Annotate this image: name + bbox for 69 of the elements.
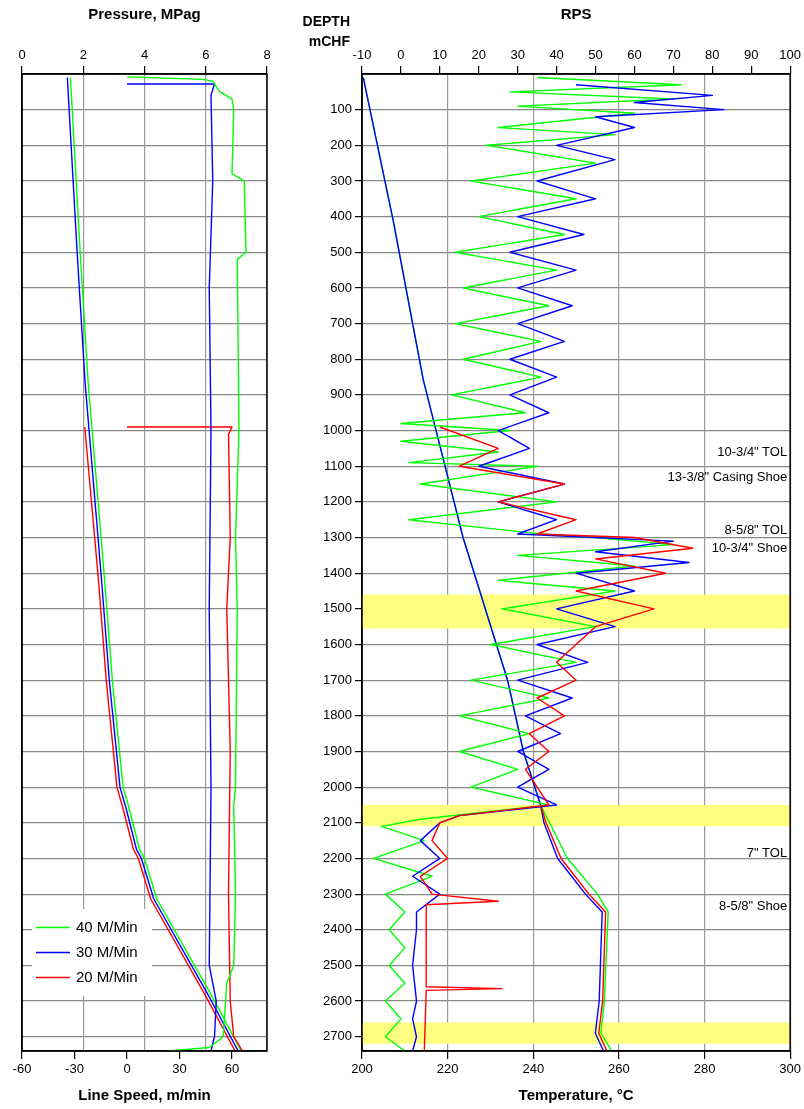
annotation: 8-5/8" TOL (724, 521, 788, 537)
x2-tick-label: 0 (18, 46, 26, 62)
y-axis-title: DEPTH mCHF (302, 13, 351, 49)
y-tick-label: 1700 (323, 671, 352, 687)
y-tick-label: 1300 (323, 529, 352, 545)
annotation: 8-5/8" Shoe (718, 897, 788, 913)
y-tick-label: 500 (330, 243, 352, 259)
x2-tick-label: 50 (588, 46, 603, 62)
x2-axis-title: RPS (560, 5, 592, 23)
x-tick-label: 240 (522, 1061, 545, 1077)
x2-tick-label: 2 (79, 46, 87, 62)
legend-label: 30 M/Min (76, 942, 138, 960)
y-tick-label: 1000 (323, 422, 352, 438)
x-axis-title: Temperature, °C (518, 1086, 634, 1104)
x-tick-label: 260 (608, 1061, 630, 1077)
x-tick-label: 0 (123, 1061, 131, 1077)
x2-tick-label: 100 (779, 46, 802, 62)
annotation: 13-3/8" Casing Shoe (667, 468, 788, 484)
x2-tick-label: 10 (432, 46, 448, 62)
x2-tick-label: 0 (397, 46, 405, 62)
annotation: 10-3/4" TOL (717, 443, 788, 459)
y-tick-label: 1800 (323, 707, 352, 723)
y-tick-label: 1200 (323, 493, 352, 509)
annotation: 7" TOL (746, 844, 788, 860)
x-tick-label: -60 (12, 1061, 32, 1077)
x-tick-label: 60 (224, 1061, 240, 1077)
y-tick-label: 2100 (323, 814, 352, 830)
y-tick-label: 1900 (323, 743, 352, 759)
x-tick-label: 200 (351, 1061, 373, 1077)
y-tick-label: 900 (330, 386, 352, 402)
x2-tick-label: 70 (666, 46, 681, 62)
legend-label: 20 M/Min (76, 967, 138, 985)
x-tick-label: 220 (436, 1061, 459, 1077)
x-tick-label: -30 (65, 1061, 84, 1077)
y-tick-label: 1500 (323, 600, 352, 616)
y-tick-label: 2400 (323, 921, 352, 937)
y-tick-label: 2500 (323, 957, 352, 972)
x2-tick-label: 4 (140, 46, 149, 62)
y-tick-label: 200 (330, 136, 352, 152)
y-tick-label: 2000 (323, 778, 352, 794)
legend-label: 40 M/Min (76, 917, 138, 935)
x2-tick-label: -10 (352, 46, 372, 62)
x-axis-title: Line Speed, m/min (78, 1086, 211, 1104)
y-tick-label: 2300 (323, 885, 352, 901)
y-tick-label: 700 (330, 315, 352, 331)
y-tick-label: 100 (330, 101, 352, 117)
x-tick-label: 30 (172, 1061, 187, 1077)
x-tick-label: 300 (779, 1061, 802, 1077)
y-tick-label: 2600 (323, 992, 352, 1008)
y-tick-label: 400 (330, 208, 352, 224)
y-tick-label: 2200 (323, 850, 352, 866)
x2-tick-label: 40 (549, 46, 564, 62)
x2-tick-label: 90 (744, 46, 759, 62)
y-tick-label: 600 (330, 279, 352, 295)
y-tick-label: 300 (330, 172, 352, 188)
x2-tick-label: 6 (202, 46, 210, 62)
x2-tick-label: 30 (510, 46, 525, 62)
x2-axis-title: Pressure, MPag (88, 5, 201, 23)
x2-tick-label: 60 (627, 46, 642, 62)
x2-tick-label: 20 (471, 46, 486, 62)
x-tick-label: 280 (693, 1061, 716, 1077)
y-tick-label: 1100 (324, 457, 352, 473)
x2-tick-label: 8 (263, 46, 271, 62)
y-tick-label: 1600 (323, 636, 352, 652)
y-tick-label: 800 (330, 350, 352, 366)
x2-tick-label: 80 (705, 46, 720, 62)
y-tick-label: 2700 (323, 1028, 352, 1044)
annotation: 10-3/4" Shoe (711, 539, 788, 555)
y-tick-label: 1400 (323, 564, 352, 580)
